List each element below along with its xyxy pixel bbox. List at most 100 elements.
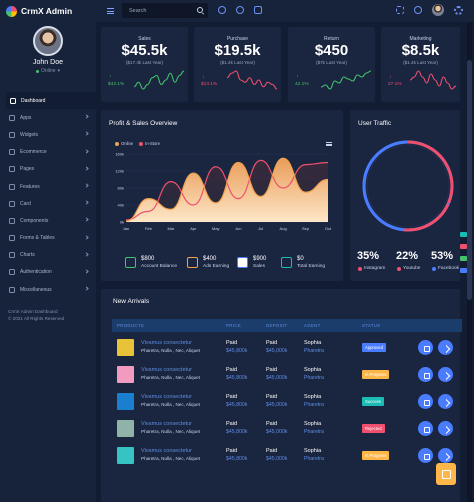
legend-instore[interactable]: In-Store xyxy=(139,141,160,146)
flag-icon[interactable] xyxy=(460,268,467,273)
header-avatar[interactable] xyxy=(432,4,444,16)
flag-icon[interactable] xyxy=(460,232,467,237)
avatar[interactable] xyxy=(33,26,63,56)
brand-logo-icon xyxy=(6,5,17,17)
traffic-pct-facebook: 53% xyxy=(431,250,454,262)
nav-item-icon xyxy=(9,200,15,207)
sidebar-item-label: Dashboard xyxy=(21,97,46,104)
stat-title: Marketing xyxy=(409,36,432,42)
product-thumbnail[interactable] xyxy=(117,420,134,437)
scrollbar-thumb[interactable] xyxy=(467,60,472,300)
product-thumbnail[interactable] xyxy=(117,393,134,410)
stat-value: $450 xyxy=(314,42,349,59)
col-deposit: DEPOSIT xyxy=(266,323,288,328)
at-sign-icon[interactable] xyxy=(236,6,244,14)
price-value: $45,800k xyxy=(226,456,248,462)
traffic-label-youtube: Youtube xyxy=(397,266,420,271)
table-row[interactable]: Vivamus consectetur Pharetra, Nulla , Nec… xyxy=(112,442,462,469)
sidebar-item-card[interactable]: Card xyxy=(0,195,96,212)
product-name[interactable]: Vivamus consectetur xyxy=(141,367,192,373)
sidebar-item-apps[interactable]: Apps xyxy=(0,109,96,126)
stat-card-return[interactable]: Return $450 ($7k Last Year) ↑ 42.1% xyxy=(288,27,375,102)
edit-row-button[interactable] xyxy=(418,367,433,382)
sidebar-item-miscellaneous[interactable]: Miscellaneous xyxy=(0,281,96,298)
search-icon[interactable] xyxy=(197,7,203,13)
sidebar-item-components[interactable]: Components xyxy=(0,212,96,229)
edit-row-button[interactable] xyxy=(418,394,433,409)
flag-icon[interactable] xyxy=(460,244,467,249)
product-thumbnail[interactable] xyxy=(117,366,134,383)
fullscreen-icon[interactable] xyxy=(396,6,404,14)
edit-row-button[interactable] xyxy=(418,421,433,436)
menu-toggle-icon[interactable] xyxy=(107,8,114,14)
table-row[interactable]: Vivamus consectetur Pharetra, Nulla , Nec… xyxy=(112,388,462,415)
stat-card-marketing[interactable]: Marketing $8.5k ($1.4k Last Year) ↓ 27.1% xyxy=(381,27,460,102)
product-thumbnail[interactable] xyxy=(117,339,134,356)
sidebar-item-authentication[interactable]: Authentication xyxy=(0,264,96,281)
product-name[interactable]: Vivamus consectetur xyxy=(141,448,192,454)
x-tick-label: Jul xyxy=(258,226,263,231)
table-row[interactable]: Vivamus consectetur Pharetra, Nulla , Nec… xyxy=(112,415,462,442)
table-row[interactable]: Vivamus consectetur Pharetra, Nulla , Nec… xyxy=(112,361,462,388)
gear-icon[interactable] xyxy=(454,6,463,15)
sidebar-item-pages[interactable]: Pages xyxy=(0,161,96,178)
view-row-button[interactable] xyxy=(438,394,453,409)
traffic-label-facebook: Facebook xyxy=(432,266,459,271)
summary-value: $400 xyxy=(203,256,217,262)
deposit-value: $45,000k xyxy=(266,402,288,408)
product-thumbnail[interactable] xyxy=(117,447,134,464)
search-input[interactable]: Search xyxy=(122,3,208,18)
x-tick-label: Aug xyxy=(280,226,287,231)
deposit-value: $45,000k xyxy=(266,429,288,435)
product-name[interactable]: Vivamus consectetur xyxy=(141,340,192,346)
legend-label: Instagram xyxy=(364,266,386,271)
bookmark-icon[interactable] xyxy=(254,6,262,14)
sidebar-item-forms-tables[interactable]: Forms & Tables xyxy=(0,230,96,247)
y-tick-label: 120k xyxy=(115,169,124,174)
agent-name: Sophia xyxy=(304,448,322,454)
edit-row-button[interactable] xyxy=(418,448,433,463)
brand[interactable]: CrmX Admin xyxy=(0,0,96,22)
legend-swatch xyxy=(432,266,436,271)
donut-slice-instagram[interactable] xyxy=(407,140,454,204)
user-status[interactable]: Online ▾ xyxy=(0,68,96,74)
chart-menu-icon[interactable] xyxy=(326,142,332,146)
view-row-button[interactable] xyxy=(438,421,453,436)
sidebar-item-charts[interactable]: Charts xyxy=(0,247,96,264)
legend-swatch xyxy=(358,266,362,271)
nav-item-icon xyxy=(9,286,15,293)
agent-sub: Pharetra xyxy=(304,348,324,354)
table-row[interactable]: Vivamus consectetur Pharetra, Nulla , Nec… xyxy=(112,334,462,361)
email-icon[interactable] xyxy=(218,6,226,14)
brand-name: CrmX Admin xyxy=(21,6,73,16)
view-row-button[interactable] xyxy=(438,448,453,463)
deposit-status: Paid xyxy=(266,340,278,346)
sidebar-item-ecommerce[interactable]: Ecommerce xyxy=(0,144,96,161)
view-row-button[interactable] xyxy=(438,367,453,382)
edit-row-button[interactable] xyxy=(418,340,433,355)
summary-label: Total Earning xyxy=(297,264,325,269)
notification-bell-icon[interactable] xyxy=(414,6,422,14)
sidebar-item-widgets[interactable]: Widgets xyxy=(0,126,96,143)
traffic-donut-chart xyxy=(362,140,454,232)
view-row-button[interactable] xyxy=(438,340,453,355)
product-desc: Pharetra, Nulla , Nec, Aliquet xyxy=(141,375,200,380)
deposit-status: Paid xyxy=(266,367,278,373)
legend-online[interactable]: Online xyxy=(115,141,133,146)
sidebar-item-dashboard[interactable]: Dashboard xyxy=(6,92,102,110)
stat-change: $42.1% xyxy=(108,82,125,87)
donut-slice-facebook[interactable] xyxy=(362,140,407,232)
product-name[interactable]: Vivamus consectetur xyxy=(141,394,192,400)
x-tick-label: Oct xyxy=(325,226,332,231)
chevron-right-icon xyxy=(84,234,89,240)
price-value: $45,800k xyxy=(226,348,248,354)
stat-card-sales[interactable]: Sales $45.5k ($17.4k Last Year) ↑ $42.1% xyxy=(101,27,188,102)
product-name[interactable]: Vivamus consectetur xyxy=(141,421,192,427)
stat-card-purchase[interactable]: Purchase $19.5k ($1.4k Last Year) ↓ $13.1% xyxy=(194,27,281,102)
donut-slice-youtube[interactable] xyxy=(403,203,450,232)
sidebar-item-features[interactable]: Features xyxy=(0,178,96,195)
flag-icon[interactable] xyxy=(460,256,467,261)
x-tick-label: Sep xyxy=(302,226,310,231)
y-tick-label: 40k xyxy=(118,203,124,208)
theme-settings-button[interactable] xyxy=(436,463,456,485)
